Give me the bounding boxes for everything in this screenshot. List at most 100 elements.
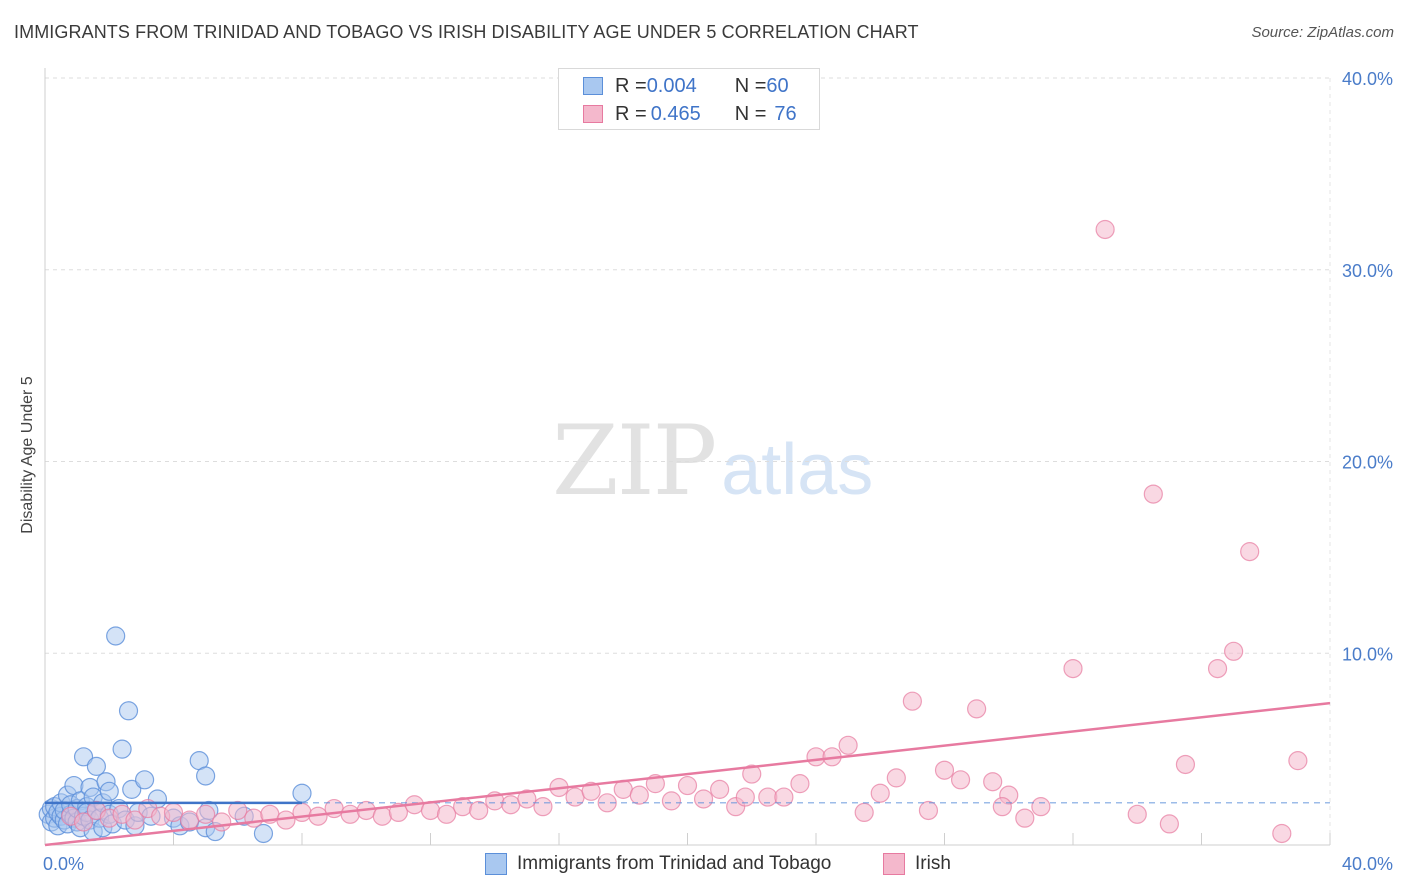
trinidad-point	[99, 781, 119, 801]
legend-r-label: R =	[615, 102, 647, 125]
irish-point	[163, 802, 184, 823]
irish-point	[1175, 754, 1196, 775]
irish-point	[436, 804, 457, 824]
irish-point	[870, 783, 890, 803]
irish-point	[1240, 542, 1260, 562]
irish-point	[774, 787, 794, 807]
irish-point	[388, 802, 408, 823]
y-tick-label: 20.0%	[1342, 453, 1393, 473]
irish-point	[934, 760, 955, 780]
irish-point	[212, 812, 232, 832]
irish-point	[677, 775, 698, 796]
irish-point	[1015, 808, 1035, 828]
y-tick-label: 30.0%	[1342, 261, 1393, 281]
legend-n-label: N =	[734, 74, 767, 97]
irish-point	[790, 774, 810, 794]
irish-point	[735, 787, 755, 807]
source-label: Source: ZipAtlas.com	[1251, 24, 1394, 41]
legend-n-label: N =	[734, 102, 767, 125]
legend-swatch-blue	[583, 77, 603, 95]
irish-point	[886, 768, 906, 788]
bottom-legend-swatch-pink	[883, 853, 905, 875]
trinidad-point	[122, 779, 142, 799]
bottom-legend-swatch-blue	[485, 853, 507, 875]
irish-point	[179, 810, 200, 830]
irish-point	[1063, 658, 1083, 679]
irish-point	[967, 699, 987, 719]
irish-point	[292, 802, 312, 823]
legend-n-value: 60	[766, 74, 789, 97]
bottom-legend-irish: Irish	[883, 851, 951, 877]
legend-n-value: 76	[774, 102, 797, 125]
trinidad-point	[292, 783, 312, 803]
irish-point	[533, 797, 553, 817]
irish-point	[469, 800, 489, 821]
trinidad-point	[253, 823, 274, 844]
irish-point	[806, 747, 826, 767]
legend-row-trinidad: R = 0.004 N = 60	[583, 73, 789, 99]
irish-point	[73, 812, 94, 832]
series-irish-points	[61, 219, 1308, 844]
irish-point	[1288, 751, 1308, 771]
correlation-legend: R = 0.004 N = 60 R = 0.465 N = 76	[558, 68, 820, 130]
watermark-zip: ZIP	[552, 405, 717, 517]
irish-point	[581, 781, 601, 801]
y-tick-label: 10.0%	[1342, 644, 1393, 664]
irish-point	[1224, 641, 1244, 661]
legend-swatch-pink	[583, 105, 603, 123]
irish-point	[992, 797, 1012, 817]
irish-point	[597, 793, 617, 813]
irish-trend-line	[44, 701, 1331, 847]
irish-point	[372, 806, 392, 826]
watermark-atlas: atlas	[721, 430, 874, 510]
irish-point	[517, 789, 537, 809]
legend-r-value: 0.465	[650, 102, 701, 125]
y-tick-label: 40.0%	[1342, 69, 1393, 89]
trinidad-point	[134, 770, 155, 790]
axes	[44, 68, 1331, 846]
trinidad-point	[106, 626, 126, 646]
irish-point	[710, 779, 730, 799]
trend-lines	[44, 701, 1331, 847]
irish-point	[983, 772, 1003, 792]
irish-point	[1095, 219, 1115, 240]
x-tick-label: 40.0%	[1342, 854, 1393, 874]
irish-point	[1272, 823, 1292, 844]
irish-point	[693, 789, 714, 809]
legend-row-irish: R = 0.465 N = 76	[583, 101, 797, 127]
irish-point	[629, 785, 649, 805]
irish-point	[1031, 797, 1051, 817]
grid-lines	[45, 77, 1330, 654]
irish-point	[1143, 484, 1163, 504]
irish-point	[1127, 804, 1147, 824]
irish-point	[918, 800, 939, 821]
chart-title: IMMIGRANTS FROM TRINIDAD AND TOBAGO VS I…	[14, 22, 919, 42]
trinidad-point	[86, 756, 107, 776]
trinidad-point	[112, 739, 132, 759]
watermark: ZIPatlas	[552, 405, 873, 517]
irish-point	[902, 691, 922, 711]
tick-labels: 10.0% 20.0% 30.0% 40.0% 0.0% 40.0%	[43, 69, 1393, 874]
irish-point	[661, 791, 682, 811]
irish-point	[1159, 814, 1179, 834]
bottom-legend-trinidad: Immigrants from Trinidad and Tobago	[485, 851, 831, 877]
irish-point	[838, 735, 858, 755]
irish-point	[125, 810, 145, 830]
x-tick-label: 0.0%	[43, 854, 84, 874]
legend-r-label: R =	[615, 74, 647, 97]
legend-r-value: 0.004	[646, 74, 697, 97]
irish-point	[244, 808, 264, 828]
irish-point	[950, 770, 971, 790]
irish-point	[742, 764, 762, 784]
bottom-legend-label-trinidad: Immigrants from Trinidad and Tobago	[517, 853, 832, 874]
irish-point	[501, 795, 521, 815]
irish-point	[340, 804, 360, 824]
irish-point	[196, 804, 216, 824]
irish-point	[854, 802, 874, 823]
trinidad-point	[118, 701, 139, 721]
trinidad-point	[73, 747, 94, 767]
irish-point	[228, 800, 248, 821]
irish-point	[1207, 658, 1228, 679]
trinidad-point	[196, 766, 216, 786]
